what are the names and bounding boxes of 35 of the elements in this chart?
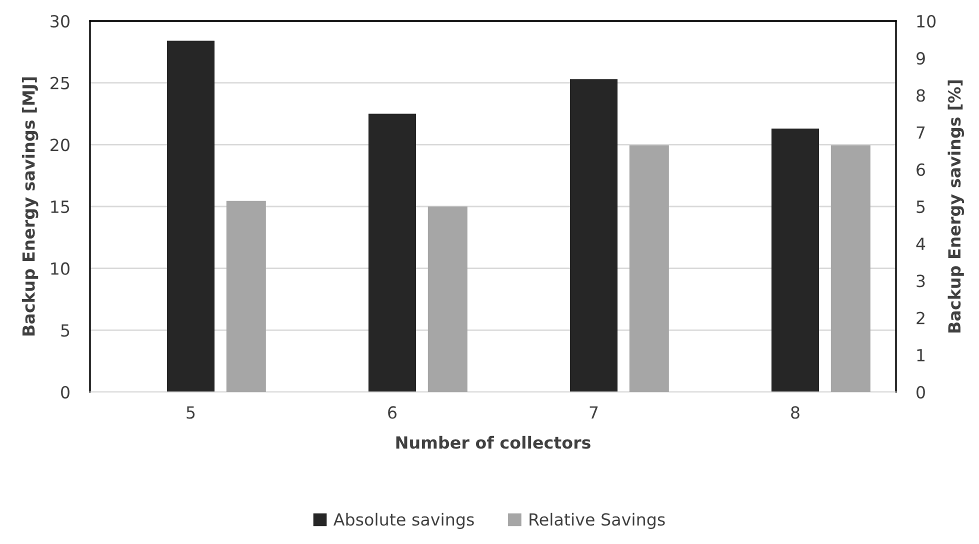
bar: [368, 114, 416, 392]
y-tick-label: 25: [50, 76, 70, 90]
bar: [629, 145, 669, 392]
y2-tick-label: 7: [916, 126, 925, 139]
x-tick-label: 5: [186, 406, 195, 419]
y-tick-label: 30: [50, 14, 70, 28]
bar: [166, 40, 215, 392]
y-tick-label: 20: [50, 138, 70, 152]
legend-label: Relative Savings: [530, 512, 665, 529]
y2-tick-label: 1: [917, 349, 925, 362]
y2-tick-label: 4: [916, 238, 926, 250]
y2-tick-label: 10: [917, 14, 936, 28]
y-tick-label: 10: [51, 262, 70, 275]
y-tick-label: 0: [61, 386, 70, 399]
bar: [428, 206, 468, 392]
y2-axis-title: Backup Energy savings [%]: [948, 80, 964, 333]
y2-tick-label: 2: [916, 312, 924, 324]
y2-tick-label: 0: [916, 386, 925, 399]
bar: [771, 128, 820, 392]
y2-tick-label: 5: [916, 200, 925, 214]
bar: [830, 145, 870, 392]
y-axis-title: Backup Energy savings [MJ]: [22, 77, 38, 336]
y2-tick-label: 9: [916, 52, 925, 65]
y-tick-label: 15: [51, 200, 70, 214]
bar: [570, 79, 618, 392]
x-axis-title: Number of collectors: [396, 436, 590, 449]
y2-tick-label: 8: [916, 89, 925, 102]
x-tick-label: 8: [791, 406, 800, 419]
x-tick-label: 6: [388, 406, 397, 419]
legend-label: Absolute savings: [333, 512, 474, 529]
y2-tick-label: 6: [916, 163, 925, 176]
bar: [226, 200, 266, 392]
y-tick-label: 5: [61, 324, 70, 337]
y2-tick-label: 3: [916, 274, 925, 288]
x-tick-label: 7: [590, 406, 598, 419]
